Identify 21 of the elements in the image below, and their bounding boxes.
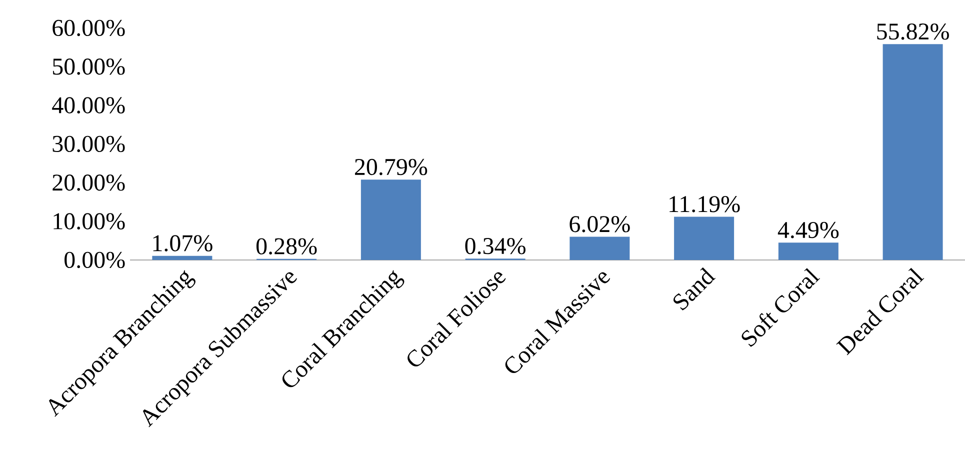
y-tick-label: 0.00%	[64, 252, 125, 268]
y-tick-label: 50.00%	[52, 58, 125, 75]
bar	[882, 44, 943, 260]
data-label: 55.82%	[877, 23, 949, 40]
bar	[570, 236, 630, 260]
data-label: 11.19%	[670, 196, 740, 212]
data-label: 4.49%	[778, 222, 839, 238]
bar	[674, 216, 734, 260]
data-label: 0.28%	[256, 238, 317, 255]
y-tick-label: 30.00%	[52, 136, 125, 152]
bar	[152, 256, 212, 260]
data-label: 6.02%	[570, 216, 630, 232]
bar	[360, 180, 421, 260]
y-tick-label: 60.00%	[52, 20, 125, 36]
y-tick-label: 20.00%	[52, 174, 125, 191]
data-label: 1.07%	[153, 235, 212, 252]
y-tick-label: 40.00%	[52, 97, 125, 114]
y-tick-label: 10.00%	[54, 213, 125, 230]
data-label: 20.79%	[355, 158, 428, 176]
bar	[778, 242, 838, 260]
data-label: 0.34%	[465, 238, 526, 254]
